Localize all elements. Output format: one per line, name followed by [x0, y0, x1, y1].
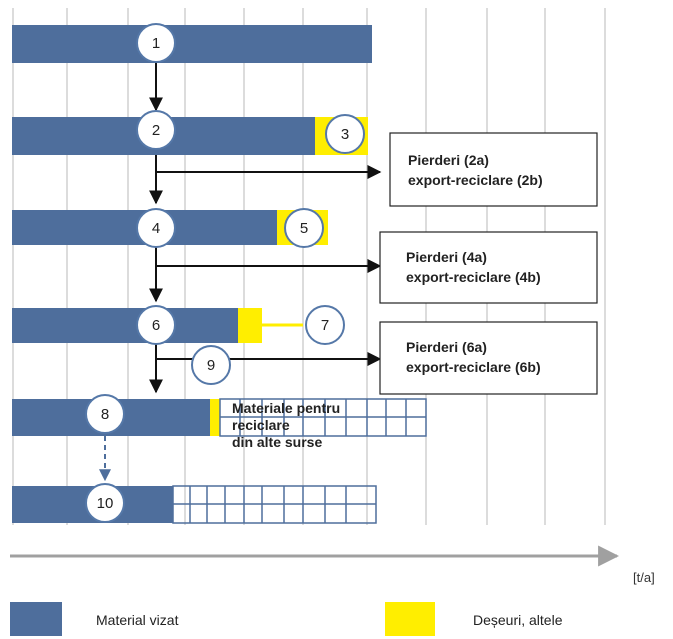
loss-box-4-line1: Pierderi (4a): [406, 249, 487, 265]
node-circle-10: [85, 483, 125, 523]
loss-box-2-line1: Pierderi (2a): [408, 152, 489, 168]
loss-box-6-text: Pierderi (6a) export-reciclare (6b): [406, 337, 541, 377]
recycled-materials-label: Materiale pentru reciclare din alte surs…: [232, 400, 340, 451]
material-bar-4: [12, 308, 238, 343]
loss-box-2-text: Pierderi (2a) export-reciclare (2b): [408, 150, 543, 190]
recycled-line3: din alte surse: [232, 434, 323, 450]
recycled-materials-grid: [219, 398, 427, 437]
node-circle-8: [85, 394, 125, 434]
node-label-5: 5: [300, 220, 308, 237]
legend-waste-label: Deșeuri, altele: [473, 612, 563, 628]
node-circle-5: [284, 208, 324, 248]
loss-box-6-line1: Pierderi (6a): [406, 339, 487, 355]
recycled-line1: Materiale pentru: [232, 400, 341, 416]
node-label-10: 10: [97, 495, 114, 512]
loss-box-4: [379, 231, 598, 304]
node-circle-1: [136, 23, 176, 63]
loss-box-6: [379, 321, 598, 395]
node-label-1: 1: [152, 35, 160, 52]
node-label-8: 8: [101, 406, 109, 423]
node-circle-7: [305, 305, 345, 345]
material-bar-1: [12, 25, 372, 63]
node-label-3: 3: [341, 126, 349, 143]
node-label-7: 7: [321, 317, 329, 334]
node-circle-6: [136, 305, 176, 345]
node-circle-4: [136, 208, 176, 248]
node-label-4: 4: [152, 220, 160, 237]
legend-material-label: Material vizat: [96, 612, 179, 628]
node-label-6: 6: [152, 317, 160, 334]
node-label-9: 9: [207, 357, 215, 374]
loss-box-4-text: Pierderi (4a) export-reciclare (4b): [406, 247, 541, 287]
loss-box-4-line2: export-reciclare (4b): [406, 269, 541, 285]
axis-unit-label: [t/a]: [633, 570, 655, 585]
legend-waste-swatch: [385, 602, 435, 636]
legend-material-swatch: [10, 602, 62, 636]
loss-box-6-line2: export-reciclare (6b): [406, 359, 541, 375]
loss-box-2: [389, 132, 598, 207]
recycled-grid-row-6: [172, 485, 377, 524]
node-circle-2: [136, 110, 176, 150]
loss-box-2-line2: export-reciclare (2b): [408, 172, 543, 188]
node-circles: [85, 23, 365, 523]
node-circle-9: [191, 345, 231, 385]
recycled-line2: reciclare: [232, 417, 290, 433]
waste-bar-5: [210, 399, 220, 436]
node-circle-3: [325, 114, 365, 154]
node-label-2: 2: [152, 122, 160, 139]
waste-bar-4: [238, 308, 262, 343]
